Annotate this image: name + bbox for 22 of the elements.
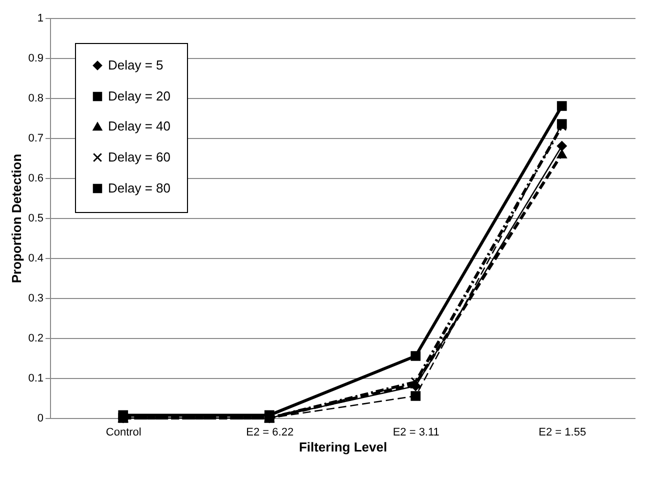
y-tick-label: 0.1 — [28, 372, 44, 384]
y-tick-label: 0.9 — [28, 52, 44, 64]
y-tick-label: 0.8 — [28, 92, 44, 104]
x-tick-label: E2 = 1.55 — [538, 426, 586, 438]
legend-label: Delay = 40 — [108, 118, 171, 134]
x-tick-label: E2 = 6.22 — [246, 426, 294, 438]
y-tick-label: 1 — [37, 12, 44, 24]
y-tick-label: 0.6 — [28, 172, 44, 184]
x-tick-label: E2 = 3.11 — [392, 426, 440, 438]
x-axis-title: Filtering Level — [298, 440, 388, 454]
y-tick-label: 0.3 — [28, 292, 44, 304]
legend-label: Delay = 60 — [108, 150, 171, 164]
y-tick-label: 0.4 — [28, 252, 44, 264]
y-tick-label: 0 — [37, 412, 44, 424]
y-tick-label: 0.5 — [28, 212, 44, 224]
y-axis-title: Proportion Detection — [9, 154, 24, 284]
legend-label: Delay = 5 — [108, 58, 164, 72]
legend-label: Delay = 80 — [108, 180, 171, 196]
x-tick-label: Control — [106, 426, 142, 438]
y-tick-label: 0.7 — [28, 132, 44, 144]
legend-label: Delay = 20 — [108, 88, 171, 104]
y-tick-label: 0.2 — [28, 332, 44, 344]
